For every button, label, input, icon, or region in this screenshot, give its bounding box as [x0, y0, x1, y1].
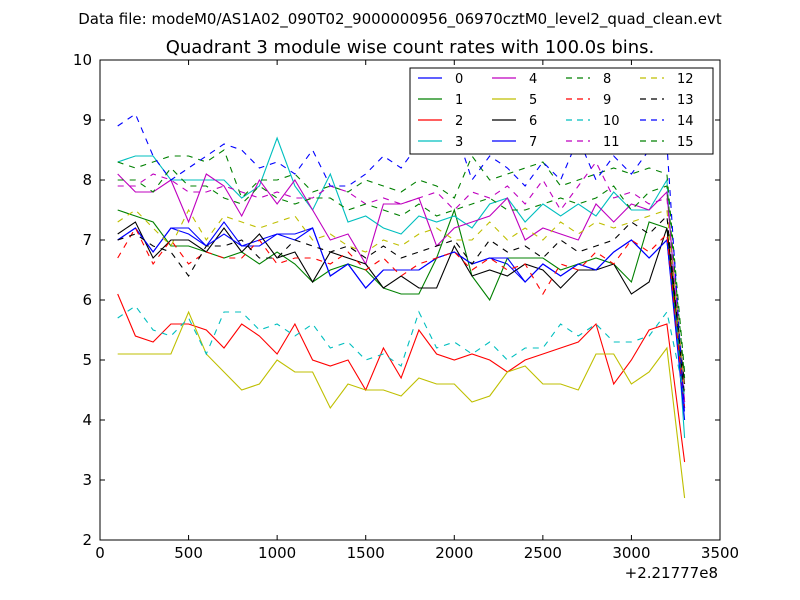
x-tick-label: 2000	[435, 544, 473, 562]
legend-label-9: 9	[603, 93, 611, 108]
legend-label-8: 8	[603, 72, 611, 87]
y-tick-label: 10	[73, 51, 92, 69]
x-tick-label: 2500	[524, 544, 562, 562]
legend-frame	[409, 67, 714, 155]
legend-label-13: 13	[677, 93, 694, 108]
y-tick-label: 7	[82, 231, 92, 249]
legend-label-7: 7	[529, 135, 537, 150]
series-line-8	[117, 149, 686, 373]
legend-label-3: 3	[455, 135, 463, 150]
x-tick-label: 3000	[612, 544, 650, 562]
legend-label-14: 14	[677, 114, 694, 129]
legend-label-6: 6	[529, 114, 537, 129]
legend-label-11: 11	[603, 135, 620, 150]
x-tick-label: 0	[95, 544, 105, 562]
series-line-6	[117, 221, 686, 385]
y-tick-label: 9	[82, 111, 92, 129]
y-tick-label: 3	[82, 471, 92, 489]
x-tick-label: 500	[174, 544, 203, 562]
legend-label-4: 4	[529, 72, 537, 87]
series-line-12	[117, 208, 686, 391]
legend-label-5: 5	[529, 93, 537, 108]
legend-label-12: 12	[677, 72, 694, 87]
legend-label-10: 10	[603, 114, 620, 129]
y-tick-label: 8	[82, 171, 92, 189]
y-tick-label: 6	[82, 291, 92, 309]
y-tick-label: 2	[82, 531, 92, 549]
plot-area-frame	[99, 59, 721, 541]
series-layer	[117, 113, 686, 499]
series-line-13	[117, 214, 686, 397]
series-line-7	[117, 227, 686, 421]
x-tick-label: 1000	[258, 544, 296, 562]
data-file-header: Data file: modeM0/AS1A02_090T02_90000009…	[78, 10, 722, 29]
chart-title: Quadrant 3 module wise count rates with …	[166, 37, 655, 58]
series-line-4	[117, 173, 686, 403]
series-line-14	[117, 113, 686, 415]
y-tick-label: 5	[82, 351, 92, 369]
series-line-5	[117, 310, 686, 499]
series-line-10	[117, 305, 686, 397]
legend-label-15: 15	[677, 135, 694, 150]
legend-label-1: 1	[455, 93, 463, 108]
x-tick-label: 3500	[701, 544, 739, 562]
series-line-1	[117, 208, 686, 403]
y-tick-label: 4	[82, 411, 92, 429]
series-line-3	[117, 136, 686, 439]
legend-label-0: 0	[455, 72, 463, 87]
series-line-2	[117, 293, 686, 463]
x-tick-label: 1500	[347, 544, 385, 562]
legend-label-2: 2	[455, 114, 463, 129]
x-axis-offset-label: +2.21777e8	[625, 564, 718, 582]
